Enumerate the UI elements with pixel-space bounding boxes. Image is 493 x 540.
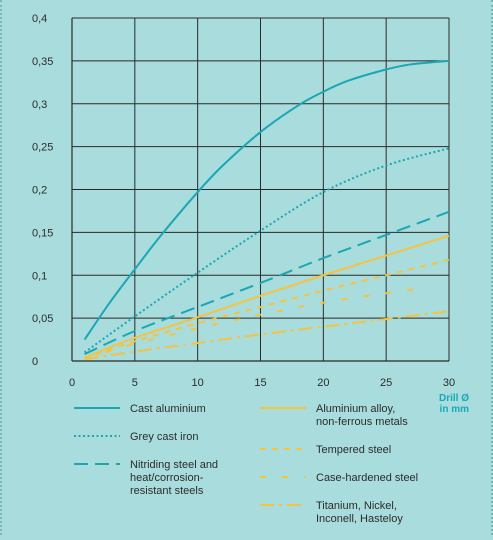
legend-label-5: Case-hardened steel (316, 472, 418, 484)
axes (71, 18, 449, 362)
grid-lines (71, 17, 450, 362)
x-tick-label: 20 (317, 377, 329, 389)
x-tick-label: 5 (132, 377, 138, 389)
series-line-5 (84, 287, 425, 360)
legend: Cast aluminium Grey cast iron Nitriding st… (74, 403, 418, 525)
series-line-4 (84, 258, 450, 360)
x-tick-label: 30 (443, 377, 455, 389)
series-line-1 (83, 147, 450, 354)
legend-label-3: Aluminium alloy, non-ferrous metals (316, 403, 408, 428)
x-tick-label: 15 (254, 377, 266, 389)
legend-label-1: Grey cast iron (130, 431, 198, 443)
x-tick-label: 25 (380, 377, 392, 389)
y-tick-label: 0,05 (32, 313, 53, 325)
series-lines (83, 59, 450, 361)
y-tick-label: 0,35 (32, 56, 53, 68)
legend-label-6: Titanium, Nickel, Inconell, Hasteloy (316, 500, 403, 525)
y-tick-label: 0,25 (32, 142, 53, 154)
y-tick-label: 0,2 (32, 185, 47, 197)
y-tick-label: 0,3 (32, 99, 47, 111)
series-line-0 (83, 59, 450, 341)
x-tick-label: 10 (192, 377, 204, 389)
legend-label-4: Tempered steel (316, 444, 391, 456)
series-line-3 (84, 234, 450, 359)
legend-label-0: Cast aluminium (130, 403, 206, 415)
tick-labels: 0 0,05 0,1 0,15 0,2 0,25 0,3 0,35 0,4 0 5 10 15 20 25 3… (32, 13, 469, 415)
legend-label-2: Nitriding steel and heat/corrosion-resist… (130, 459, 218, 497)
y-tick-label: 0,15 (32, 227, 53, 239)
series-line-6 (84, 310, 450, 361)
y-tick-label: 0,1 (32, 270, 47, 282)
x-tick-label: 0 (69, 377, 75, 389)
y-tick-label: 0,4 (32, 13, 47, 25)
y-tick-label: 0 (32, 356, 38, 368)
series-line-2 (84, 210, 450, 356)
